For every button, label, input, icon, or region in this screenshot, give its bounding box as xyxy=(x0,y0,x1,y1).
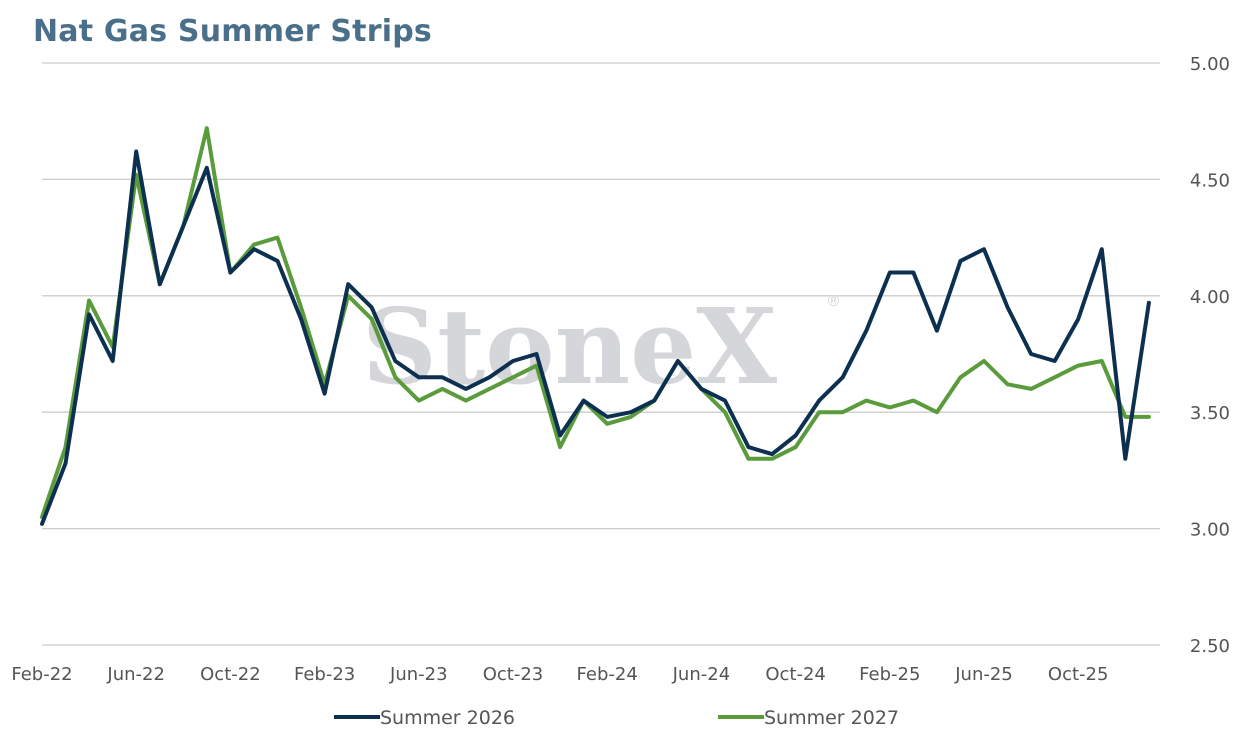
y-tick-label: 3.00 xyxy=(1190,520,1230,541)
watermark: StoneX ® xyxy=(362,285,841,408)
x-tick-label: Jun-23 xyxy=(389,664,448,685)
chart-title: Nat Gas Summer Strips xyxy=(33,14,432,49)
legend-item: Summer 2026 xyxy=(334,707,515,729)
legend-label: Summer 2027 xyxy=(764,707,899,729)
y-tick-label: 3.50 xyxy=(1190,403,1230,424)
x-tick-label: Oct-23 xyxy=(483,664,544,685)
legend: Summer 2026 Summer 2027 xyxy=(334,707,899,729)
watermark-text: StoneX xyxy=(362,285,777,408)
x-tick-label: Feb-23 xyxy=(294,664,355,685)
series-lines xyxy=(40,126,1151,526)
y-tick-label: 4.50 xyxy=(1190,170,1230,191)
x-tick-label: Feb-24 xyxy=(577,664,638,685)
y-tick-label: 5.00 xyxy=(1190,54,1230,75)
x-tick-label: Jun-24 xyxy=(672,664,731,685)
y-tick-label: 2.50 xyxy=(1190,636,1230,657)
x-tick-label: Oct-25 xyxy=(1048,664,1109,685)
x-tick-label: Jun-25 xyxy=(954,664,1013,685)
x-tick-label: Jun-22 xyxy=(106,664,165,685)
legend-label: Summer 2026 xyxy=(380,707,515,729)
x-tick-label: Oct-22 xyxy=(200,664,261,685)
x-tick-label: Feb-25 xyxy=(859,664,920,685)
series-line-summer-2026 xyxy=(40,149,1151,526)
x-axis-ticks: Feb-22 Jun-22 Oct-22 Feb-23 Jun-23 Oct-23 Feb-… xyxy=(11,664,1108,685)
legend-item: Summer 2027 xyxy=(718,707,899,729)
y-tick-label: 4.00 xyxy=(1190,287,1230,308)
watermark-registered-mark: ® xyxy=(826,292,841,310)
x-tick-label: Oct-24 xyxy=(765,664,826,685)
y-axis-ticks: 2.50 3.00 3.50 4.00 4.50 5.00 xyxy=(1190,54,1230,657)
x-tick-label: Feb-22 xyxy=(11,664,72,685)
